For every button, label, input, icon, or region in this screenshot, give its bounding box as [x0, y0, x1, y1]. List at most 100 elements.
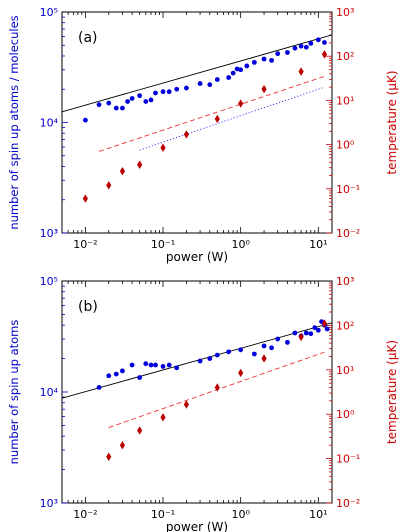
- chart-panel-a: 10⁻² 10⁻¹ 10⁰ 10¹ 10³ 10⁴ 10⁵ 10⁻² 10⁻¹ 10⁰ 10¹ 10²…: [7, 6, 399, 264]
- panel-label: (b): [78, 299, 98, 315]
- data-point-atoms: [143, 99, 149, 104]
- data-point-atoms: [285, 50, 290, 55]
- y-left-tick-label: 10⁴: [40, 117, 59, 130]
- data-point-atoms: [226, 349, 232, 355]
- data-point-atoms: [308, 331, 314, 337]
- data-point-atoms: [285, 339, 290, 345]
- y-right-tick-label: 10⁰: [336, 408, 355, 421]
- data-point-atoms: [303, 330, 309, 336]
- data-point-atoms: [207, 82, 213, 88]
- fit-line-dashed: [98, 75, 325, 152]
- y-right-tick-label: 10²: [336, 50, 354, 63]
- data-point-temperature: [183, 400, 190, 409]
- data-point-atoms: [129, 362, 135, 368]
- data-point-atoms: [269, 345, 274, 351]
- data-point-atoms: [261, 343, 267, 349]
- data-point-atoms: [153, 90, 158, 96]
- x-axis-label: power (W): [166, 250, 228, 264]
- data-point-temperature: [119, 441, 126, 450]
- data-point-atoms: [137, 93, 143, 99]
- data-point-temperature: [298, 67, 304, 76]
- data-point-atoms: [303, 44, 309, 50]
- data-point-atoms: [269, 57, 274, 63]
- data-point-atoms: [113, 371, 119, 377]
- y-left-tick-label: 10⁵: [40, 275, 58, 288]
- x-tick-label: 10⁻¹: [151, 238, 175, 251]
- data-point-atoms: [292, 330, 298, 336]
- data-point-atoms: [125, 99, 131, 104]
- data-point-atoms: [251, 59, 257, 65]
- y-right-tick-label: 10⁻²: [336, 497, 360, 510]
- y-left-tick-label: 10⁴: [40, 386, 59, 399]
- data-point-temperature: [214, 383, 220, 392]
- x-tick-label: 10⁰: [231, 508, 250, 521]
- data-point-atoms: [251, 351, 257, 357]
- y-right-axis-label: temperature (μK): [385, 70, 399, 174]
- chart-panel-b: 10⁻² 10⁻¹ 10⁰ 10¹ 10³ 10⁴ 10⁵ 10⁻² 10⁻¹ 10⁰ 10¹ 10²…: [7, 275, 399, 532]
- data-point-atoms: [137, 375, 143, 380]
- data-point-atoms: [120, 105, 125, 111]
- y-left-axis-label: number of spin up atoms / molecules: [7, 15, 21, 229]
- data-point-atoms: [315, 37, 321, 43]
- data-point-temperature: [160, 413, 166, 422]
- x-axis-label: power (W): [166, 520, 228, 532]
- y-right-tick-label: 10⁻²: [336, 227, 360, 240]
- data-point-atoms: [197, 358, 203, 364]
- y-right-tick-label: 10⁰: [336, 139, 355, 152]
- plot-frame: [61, 11, 333, 234]
- data-point-temperature: [137, 160, 143, 169]
- data-point-atoms: [129, 96, 135, 101]
- data-point-atoms: [214, 352, 220, 358]
- data-point-temperature: [119, 167, 126, 176]
- data-point-atoms: [230, 70, 236, 76]
- data-point-atoms: [244, 63, 250, 69]
- data-point-atoms: [106, 373, 112, 379]
- y-right-tick-label: 10⁻¹: [336, 453, 360, 466]
- y-right-tick-label: 10³: [336, 6, 354, 19]
- data-point-temperature: [321, 319, 328, 328]
- data-point-atoms: [308, 40, 314, 46]
- data-point-atoms: [238, 347, 244, 353]
- data-point-atoms: [106, 100, 112, 106]
- data-point-atoms: [143, 361, 149, 367]
- data-point-atoms: [148, 362, 154, 368]
- plot-frame: [61, 280, 333, 504]
- data-point-atoms: [197, 81, 203, 86]
- data-point-atoms: [160, 364, 166, 369]
- data-point-temperature: [238, 368, 244, 378]
- data-point-temperature: [137, 426, 143, 435]
- y-right-tick-label: 10¹: [336, 94, 354, 107]
- x-tick-label: 10⁰: [231, 238, 250, 251]
- data-point-atoms: [312, 325, 318, 331]
- data-point-temperature: [106, 181, 112, 190]
- data-point-temperature: [261, 84, 267, 94]
- data-point-atoms: [322, 40, 327, 45]
- data-point-atoms: [214, 77, 220, 82]
- y-left-tick-label: 10⁵: [40, 6, 58, 19]
- data-point-atoms: [184, 85, 189, 91]
- plot-data: [62, 319, 332, 461]
- data-point-atoms: [148, 97, 154, 103]
- y-right-axis-label: temperature (μK): [385, 340, 399, 444]
- y-right-tick-label: 10⁻¹: [336, 183, 360, 196]
- data-point-atoms: [174, 365, 180, 371]
- data-point-atoms: [113, 105, 119, 111]
- y-left-axis-label: number of spin up atoms: [7, 320, 21, 465]
- data-point-temperature: [261, 354, 267, 363]
- data-point-atoms: [166, 362, 172, 368]
- data-point-atoms: [292, 45, 298, 51]
- data-point-atoms: [96, 102, 102, 108]
- data-point-temperature: [82, 194, 88, 203]
- data-point-atoms: [261, 56, 267, 62]
- x-tick-label: 10⁻¹: [151, 508, 175, 521]
- data-point-temperature: [238, 99, 244, 108]
- data-point-temperature: [183, 130, 190, 139]
- data-point-temperature: [106, 452, 112, 461]
- data-point-atoms: [120, 368, 125, 374]
- x-tick-label: 10¹: [309, 238, 327, 251]
- data-point-temperature: [160, 143, 166, 152]
- x-tick-label: 10⁻²: [73, 508, 97, 521]
- data-point-atoms: [160, 89, 166, 95]
- data-point-atoms: [82, 117, 88, 123]
